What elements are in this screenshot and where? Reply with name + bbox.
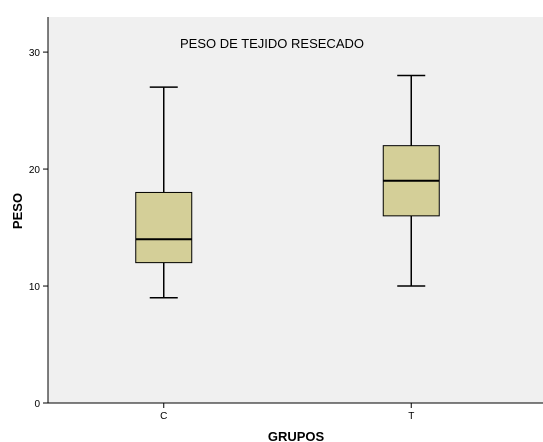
- y-tick-label: 0: [34, 399, 40, 410]
- y-tick-label: 10: [29, 282, 41, 293]
- box-group-c: [135, 86, 193, 299]
- chart-title: PESO DE TEJIDO RESECADO: [180, 36, 364, 51]
- y-tick-label: 30: [29, 48, 41, 59]
- x-axis-title: GRUPOS: [268, 429, 325, 442]
- iqr-box: [135, 191, 193, 264]
- y-axis-title: PESO: [10, 193, 25, 229]
- plot-area: [48, 17, 543, 403]
- box-group-t: [382, 74, 440, 287]
- x-tick-label: T: [408, 411, 414, 422]
- y-tick-label: 20: [29, 165, 41, 176]
- x-tick-label: C: [160, 411, 167, 422]
